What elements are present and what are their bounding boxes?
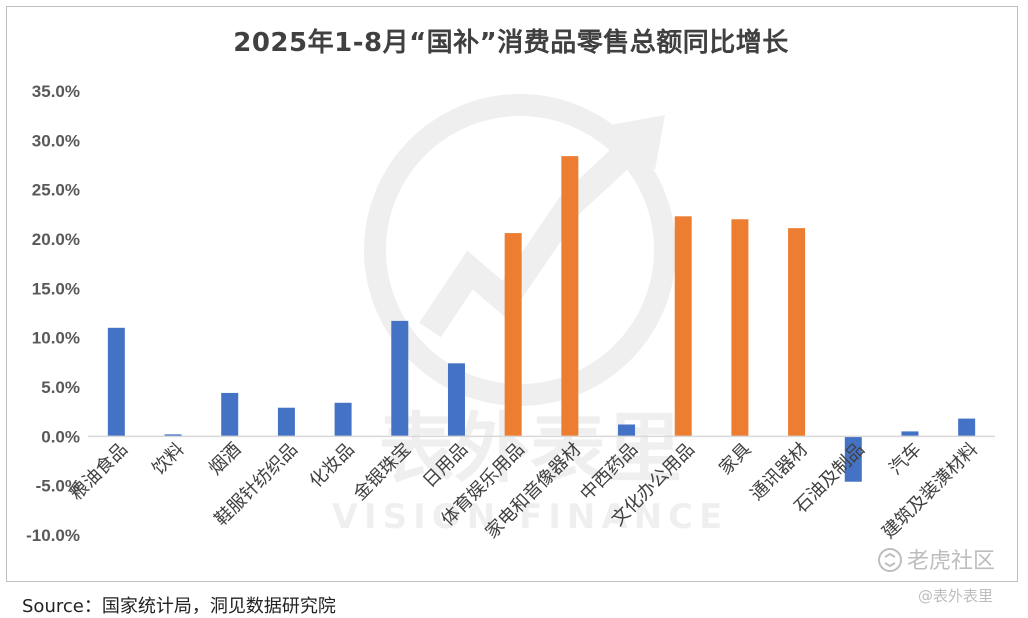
y-tick-label: -5.0% — [36, 477, 80, 496]
watermark-brand: 老虎社区 — [877, 543, 995, 575]
bar-12 — [731, 219, 749, 437]
y-tick-label: 15.0% — [32, 279, 80, 298]
x-tick-label: 粮油食品 — [66, 439, 132, 505]
x-tick-label: 烟酒 — [205, 439, 245, 479]
bar-13 — [788, 228, 806, 437]
bar-3 — [221, 392, 239, 437]
bar-1 — [107, 327, 125, 437]
y-tick-label: 30.0% — [32, 131, 80, 150]
watermark-brand-text: 老虎社区 — [907, 549, 996, 574]
bar-15 — [901, 431, 919, 437]
bar-14 — [844, 436, 862, 482]
y-tick-label: 5.0% — [41, 378, 80, 397]
y-tick-label: 0.0% — [41, 427, 80, 446]
y-tick-label: 35.0% — [32, 82, 80, 101]
watermark-arrow-line — [419, 130, 649, 338]
y-tick-label: 10.0% — [32, 329, 80, 348]
x-tick-label: 汽车 — [885, 439, 925, 479]
tiger-logo-icon — [878, 548, 902, 572]
bar-7 — [447, 363, 465, 437]
bar-8 — [504, 233, 522, 437]
bar-2 — [164, 434, 182, 437]
y-tick-label: 20.0% — [32, 230, 80, 249]
bar-5 — [334, 402, 352, 437]
watermark-arrow-head — [610, 115, 665, 170]
bar-11 — [674, 216, 692, 437]
y-tick-label: -10.0% — [26, 526, 80, 545]
bar-4 — [277, 407, 295, 437]
x-tick-label: 家具 — [715, 439, 755, 479]
source-note: Source：国家统计局，洞见数据研究院 — [22, 596, 336, 617]
x-tick-label: 化妆品 — [306, 439, 359, 492]
watermark-sub: @表外表里 — [918, 587, 994, 605]
watermark-center-text: 表外表里 — [378, 404, 682, 493]
bar-6 — [391, 320, 409, 437]
chart-title: 2025年1-8月“国补”消费品零售总额同比增长 — [233, 28, 789, 58]
y-axis: 35.0% 30.0% 25.0% 20.0% 15.0% 10.0% 5.0% 0.0% -5… — [26, 82, 80, 545]
y-tick-label: 25.0% — [32, 181, 80, 200]
watermark-center-subtext: VISION FINANCE — [332, 497, 729, 537]
bar-9 — [561, 156, 579, 437]
bar-10 — [618, 424, 636, 437]
bars — [107, 156, 976, 482]
x-tick-label: 饮料 — [148, 439, 188, 479]
bar-16 — [958, 418, 976, 437]
